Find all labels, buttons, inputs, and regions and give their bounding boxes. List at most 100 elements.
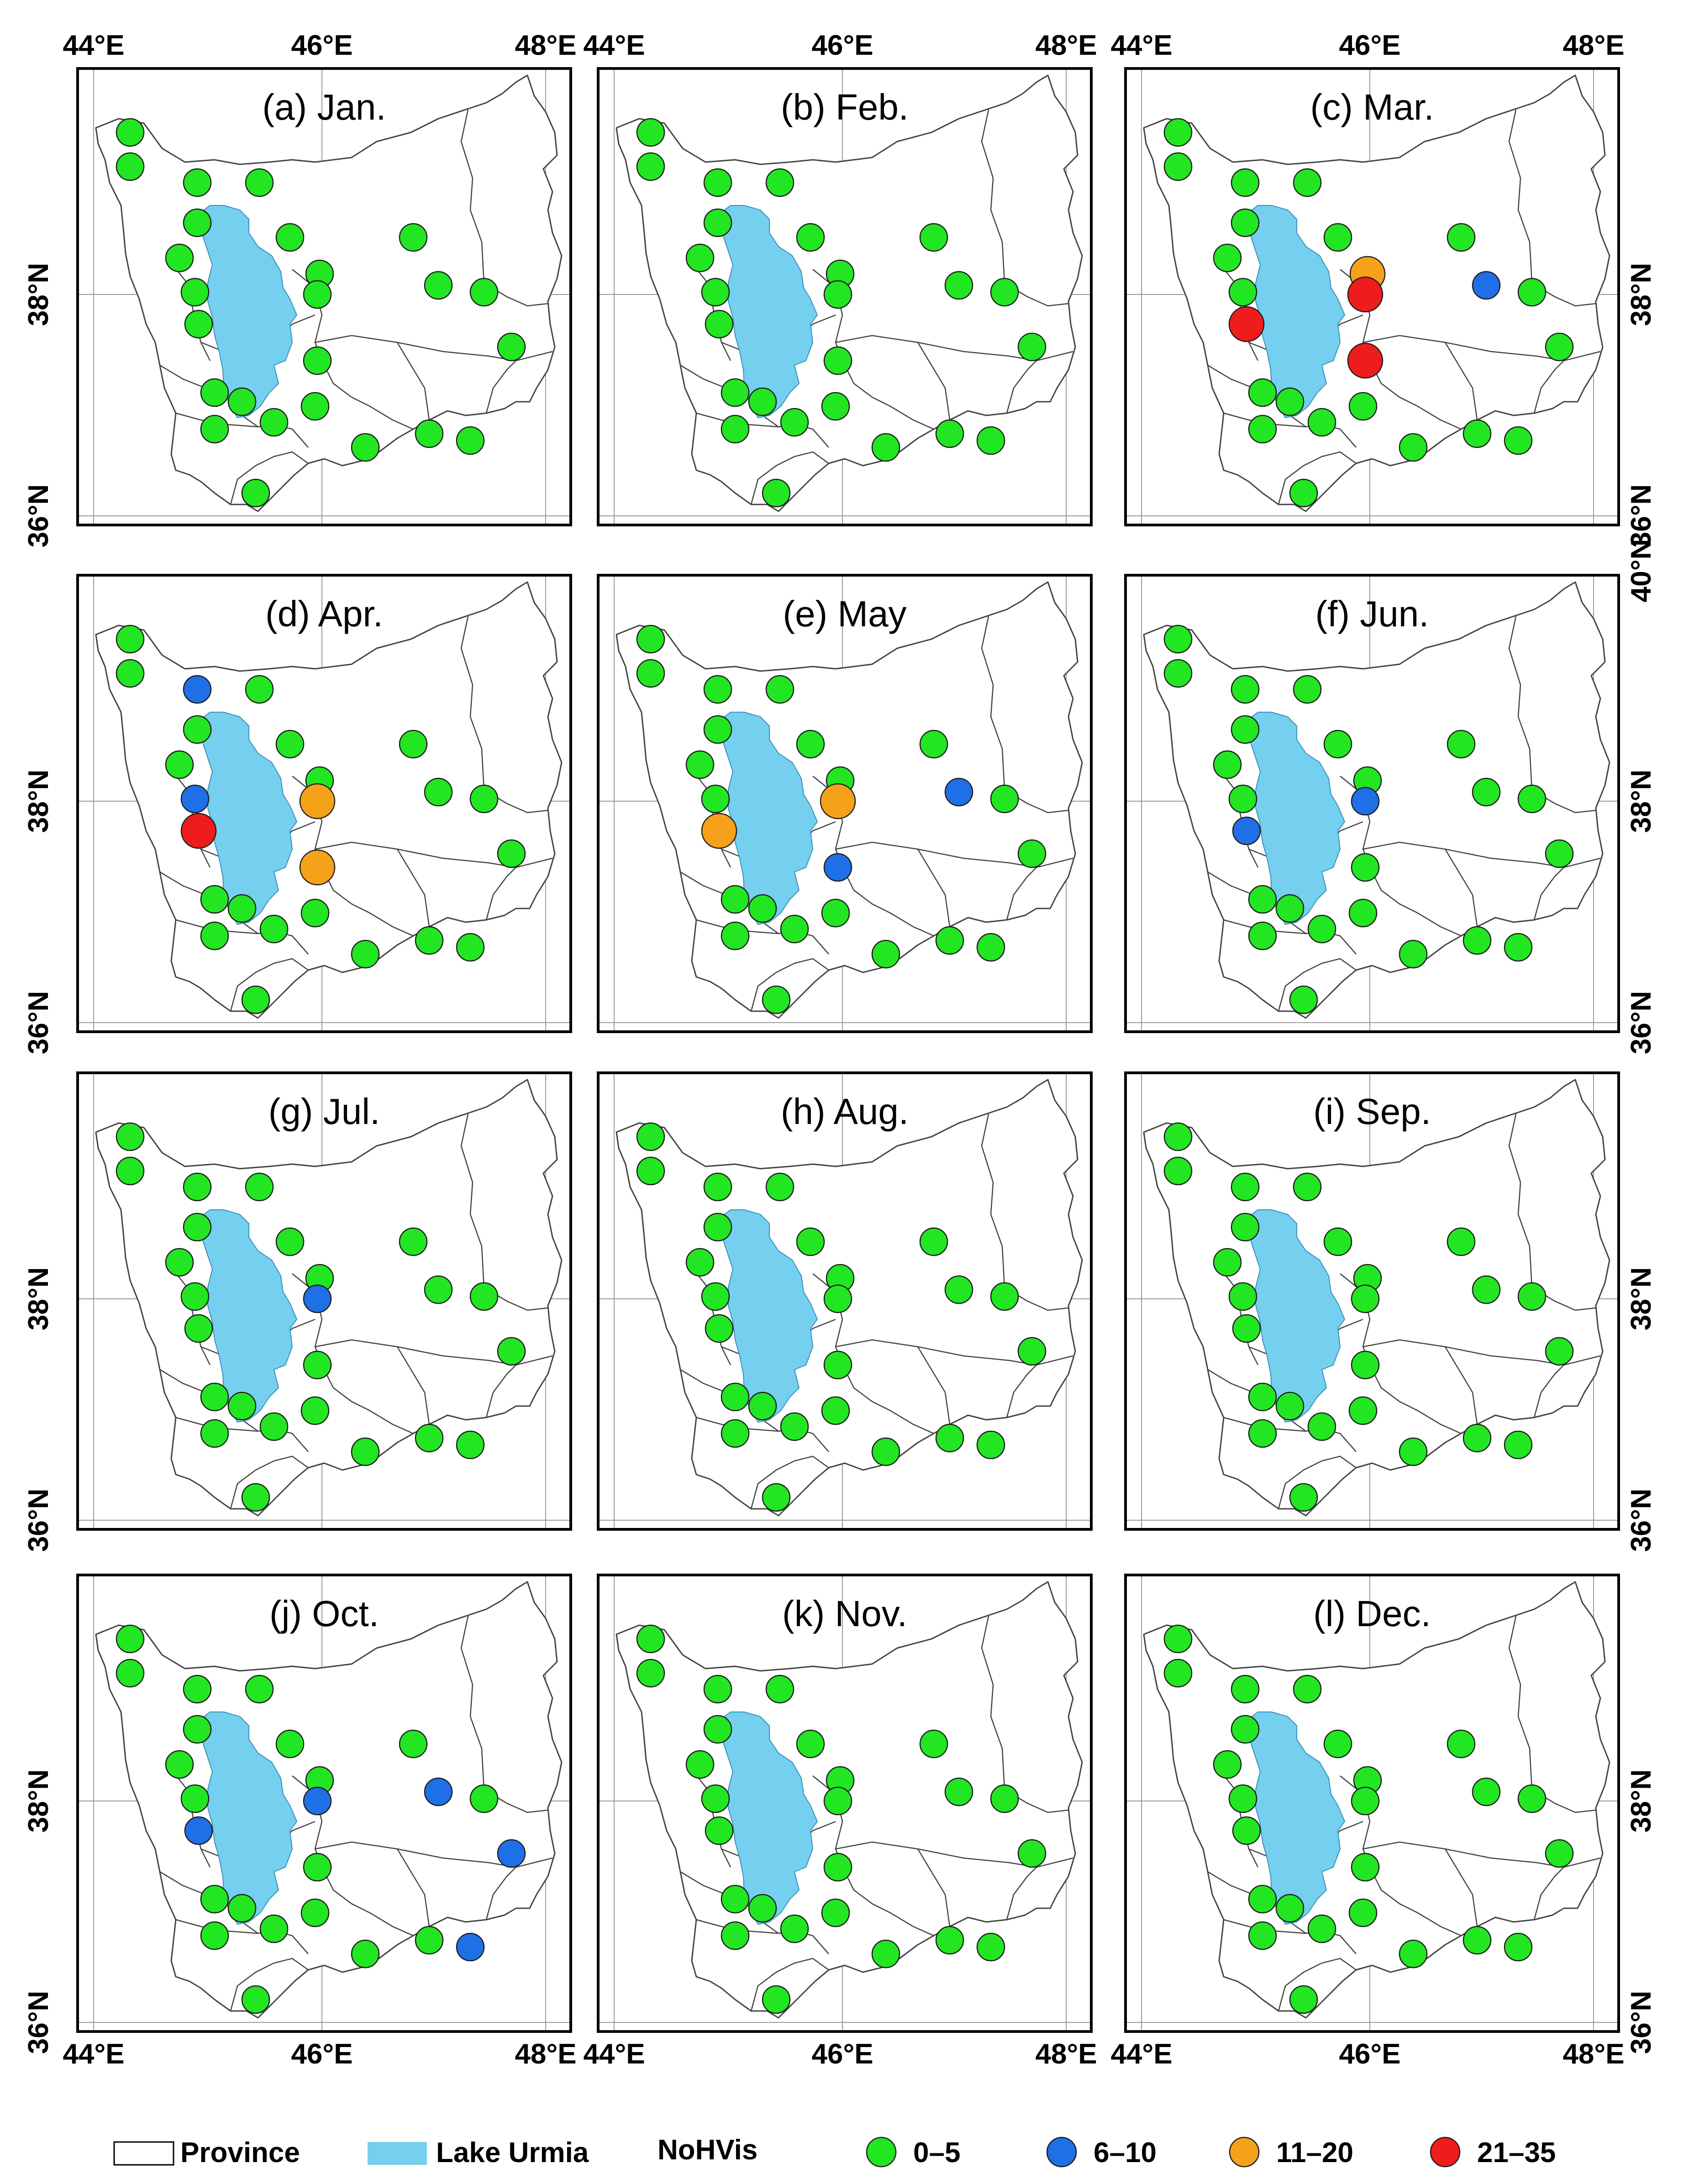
station-marker-0-5 <box>636 1156 665 1186</box>
station-marker-0-5 <box>636 152 665 181</box>
station-marker-0-5 <box>703 1675 732 1704</box>
station-marker-0-5 <box>703 715 732 744</box>
axis-labels: 44°E 46°E 48°E44°E 46°E 48°E44°E 46°E 48°E44°E… <box>23 30 1657 2070</box>
legend-class-label: 21–35 <box>1477 2137 1556 2168</box>
station-marker-0-5 <box>1231 168 1260 197</box>
lat-tick-label: 36°N <box>1626 1489 1657 1552</box>
station-marker-0-5 <box>1163 152 1193 181</box>
station-marker-0-5 <box>469 1282 499 1311</box>
station-marker-0-5 <box>1248 1921 1277 1950</box>
station-marker-6-10 <box>303 1284 332 1313</box>
station-marker-0-5 <box>1323 730 1352 759</box>
station-marker-0-5 <box>1017 1337 1047 1366</box>
lon-tick-label: 48°E <box>515 2038 576 2070</box>
lat-tick-label: 38°N <box>23 263 54 326</box>
station-marker-0-5 <box>703 208 732 237</box>
station-marker-0-5 <box>1213 750 1242 779</box>
legend-class-swatch <box>1046 2137 1077 2168</box>
province-boundary <box>1533 1365 1564 1418</box>
station-marker-0-5 <box>1504 426 1533 455</box>
station-marker-6-10 <box>1351 787 1380 816</box>
map-panels: (a) Jan. (b) Feb. (c) Mar. (d) Apr. (e) May (… <box>76 67 1620 2033</box>
province-boundary <box>1006 360 1037 414</box>
station-marker-0-5 <box>1228 1282 1257 1311</box>
station-marker-0-5 <box>259 408 289 437</box>
station-marker-0-5 <box>990 1282 1019 1311</box>
station-marker-0-5 <box>935 419 964 448</box>
station-marker-0-5 <box>303 346 332 375</box>
lat-tick-label: 36°N <box>1626 484 1657 548</box>
lat-tick-label: 36°N <box>23 1489 54 1552</box>
station-marker-0-5 <box>1399 1939 1428 1969</box>
station-marker-0-5 <box>1517 278 1547 307</box>
station-marker-0-5 <box>721 921 750 950</box>
station-marker-0-5 <box>469 1784 499 1813</box>
lon-tick-label: 46°E <box>291 2038 352 2070</box>
station-marker-0-5 <box>1231 1715 1260 1744</box>
station-marker-0-5 <box>1248 1419 1277 1448</box>
station-marker-0-5 <box>259 1914 289 1943</box>
province-boundary <box>1444 342 1478 420</box>
station-marker-0-5 <box>1545 839 1574 868</box>
station-marker-0-5 <box>275 1227 305 1256</box>
station-marker-0-5 <box>241 1483 270 1512</box>
station-marker-0-5 <box>259 914 289 944</box>
station-marker-0-5 <box>1275 894 1305 923</box>
station-marker-0-5 <box>183 1213 212 1242</box>
station-marker-0-5 <box>636 625 665 654</box>
lat-tick-label: 38°N <box>1626 263 1657 326</box>
station-marker-0-5 <box>823 280 852 309</box>
station-marker-0-5 <box>919 1227 948 1256</box>
station-marker-0-5 <box>821 1396 850 1425</box>
station-marker-0-5 <box>200 415 229 444</box>
station-marker-0-5 <box>721 1419 750 1448</box>
station-marker-0-5 <box>780 1914 809 1943</box>
station-marker-0-5 <box>796 730 825 759</box>
station-marker-0-5 <box>116 152 145 181</box>
station-marker-0-5 <box>780 1412 809 1441</box>
station-marker-0-5 <box>183 168 212 197</box>
province-boundary <box>1508 616 1596 814</box>
lon-tick-label: 46°E <box>811 30 873 61</box>
station-marker-0-5 <box>456 426 485 455</box>
station-marker-0-5 <box>116 1156 145 1186</box>
station-marker-11-20 <box>299 783 336 819</box>
station-marker-0-5 <box>636 1122 665 1151</box>
station-marker-0-5 <box>1293 1675 1322 1704</box>
station-marker-0-5 <box>241 985 270 1014</box>
map-panel: (i) Sep. <box>1124 1071 1620 1531</box>
station-marker-0-5 <box>935 926 964 955</box>
station-marker-0-5 <box>116 1624 145 1654</box>
panel-frame <box>597 1071 1093 1531</box>
station-marker-0-5 <box>701 1282 730 1311</box>
lat-tick-label: 36°N <box>23 484 54 548</box>
station-marker-0-5 <box>685 1750 715 1779</box>
station-marker-11-20 <box>299 849 336 886</box>
station-marker-0-5 <box>1447 223 1476 252</box>
lat-tick-label: 38°N <box>23 1769 54 1833</box>
province-boundary <box>981 1616 1069 1813</box>
lon-tick-label: 44°E <box>1110 30 1172 61</box>
province-boundary <box>396 1346 430 1425</box>
station-marker-0-5 <box>1463 1926 1492 1955</box>
panel-title: (h) Aug. <box>781 1091 909 1132</box>
station-marker-0-5 <box>1248 1382 1277 1412</box>
station-marker-6-10 <box>183 675 212 704</box>
map-panel: (f) Jun. <box>1124 574 1620 1033</box>
station-marker-0-5 <box>245 1675 274 1704</box>
station-marker-0-5 <box>1472 777 1501 807</box>
station-marker-11-20 <box>701 813 737 849</box>
station-marker-0-5 <box>721 1885 750 1914</box>
station-marker-0-5 <box>227 894 257 923</box>
station-marker-0-5 <box>1323 1729 1352 1759</box>
station-marker-0-5 <box>399 223 428 252</box>
station-marker-0-5 <box>701 784 730 814</box>
province-boundary <box>230 958 309 1012</box>
station-marker-0-5 <box>1231 1172 1260 1202</box>
station-marker-0-5 <box>1163 118 1193 147</box>
station-marker-0-5 <box>823 1853 852 1882</box>
station-marker-0-5 <box>303 280 332 309</box>
station-marker-0-5 <box>705 310 734 339</box>
province-boundary <box>1508 1113 1596 1311</box>
station-marker-0-5 <box>1275 387 1305 416</box>
